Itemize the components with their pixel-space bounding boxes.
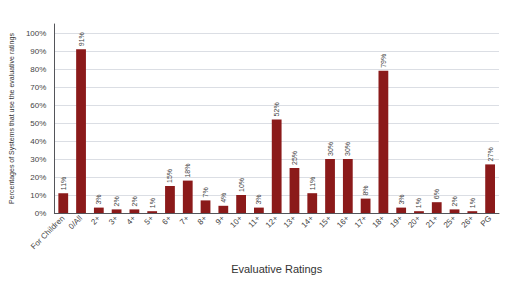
svg-text:20%: 20%	[30, 173, 46, 182]
svg-text:15%: 15%	[166, 169, 173, 183]
svg-text:30%: 30%	[30, 155, 46, 164]
svg-text:12+: 12+	[264, 214, 280, 230]
svg-text:11%: 11%	[309, 177, 316, 191]
svg-text:20+: 20+	[406, 214, 422, 230]
svg-text:26+: 26+	[460, 214, 476, 230]
svg-text:8%: 8%	[362, 185, 369, 195]
svg-text:100%: 100%	[26, 29, 46, 38]
svg-text:7%: 7%	[202, 187, 209, 197]
svg-text:16+: 16+	[335, 214, 351, 230]
svg-text:2%: 2%	[131, 196, 138, 206]
svg-text:Percentages of Systems that us: Percentages of Systems that use the eval…	[8, 33, 16, 204]
svg-text:3%: 3%	[255, 194, 262, 204]
svg-text:3+: 3+	[107, 214, 120, 227]
svg-text:40%: 40%	[30, 137, 46, 146]
svg-text:18+: 18+	[371, 214, 387, 230]
svg-text:25+: 25+	[442, 214, 458, 230]
svg-text:13+: 13+	[282, 214, 298, 230]
svg-text:27%: 27%	[487, 147, 494, 161]
svg-text:7+: 7+	[178, 214, 191, 227]
svg-text:30%: 30%	[327, 142, 334, 156]
svg-text:5+: 5+	[143, 214, 156, 227]
svg-text:2%: 2%	[113, 196, 120, 206]
svg-text:3%: 3%	[398, 194, 405, 204]
svg-text:1%: 1%	[149, 198, 156, 208]
svg-text:60%: 60%	[30, 101, 46, 110]
svg-text:9+: 9+	[214, 214, 227, 227]
svg-text:17+: 17+	[353, 214, 369, 230]
svg-text:PG: PG	[479, 214, 494, 229]
svg-text:1%: 1%	[415, 198, 422, 208]
svg-text:25%: 25%	[291, 151, 298, 165]
svg-text:30%: 30%	[344, 142, 351, 156]
svg-text:Evaluative Ratings: Evaluative Ratings	[231, 263, 323, 275]
svg-text:80%: 80%	[30, 65, 46, 74]
svg-text:21+: 21+	[424, 214, 440, 230]
svg-text:4%: 4%	[220, 193, 227, 203]
svg-text:10%: 10%	[238, 178, 245, 192]
svg-text:1%: 1%	[469, 198, 476, 208]
svg-text:70%: 70%	[30, 83, 46, 92]
svg-text:0%: 0%	[35, 209, 47, 218]
svg-text:10+: 10+	[228, 214, 244, 230]
svg-text:4+: 4+	[125, 214, 138, 227]
svg-text:14+: 14+	[299, 214, 315, 230]
svg-text:91%: 91%	[78, 32, 85, 46]
svg-text:11+: 11+	[247, 214, 263, 230]
svg-text:10%: 10%	[30, 191, 46, 200]
svg-text:50%: 50%	[30, 119, 46, 128]
svg-text:79%: 79%	[380, 54, 387, 68]
svg-text:2%: 2%	[451, 196, 458, 206]
svg-text:3%: 3%	[95, 194, 102, 204]
svg-text:15+: 15+	[317, 214, 333, 230]
svg-text:11%: 11%	[60, 177, 67, 191]
svg-text:6+: 6+	[160, 214, 173, 227]
svg-text:2+: 2+	[89, 214, 102, 227]
svg-text:18%: 18%	[184, 164, 191, 178]
svg-text:6%: 6%	[433, 189, 440, 199]
svg-text:0/All: 0/All	[67, 214, 85, 232]
svg-text:19+: 19+	[388, 214, 404, 230]
svg-text:90%: 90%	[30, 47, 46, 56]
svg-text:52%: 52%	[273, 102, 280, 116]
svg-text:For Children: For Children	[29, 214, 66, 251]
svg-text:8+: 8+	[196, 214, 209, 227]
